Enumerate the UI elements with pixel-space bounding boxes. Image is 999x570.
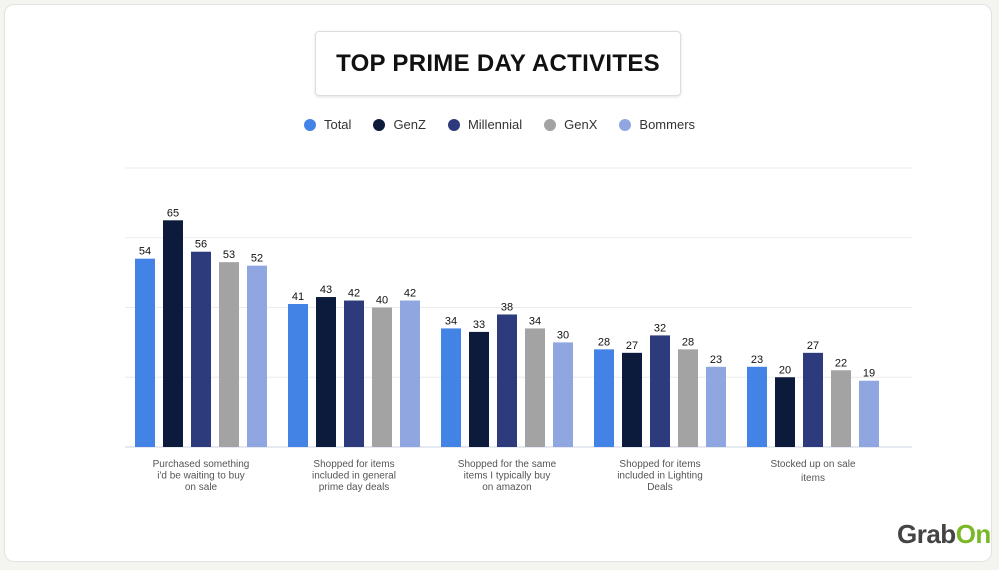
bar-total — [135, 258, 155, 447]
legend-swatch — [619, 118, 632, 131]
legend-swatch — [303, 118, 316, 131]
legend-label: Millennial — [467, 117, 523, 132]
legend-swatch — [373, 118, 386, 131]
bar-millennial — [191, 251, 211, 447]
legend-label: GenX — [564, 117, 598, 132]
bar-bommers — [553, 342, 573, 447]
data-label: 33 — [473, 319, 485, 331]
category-label: Shopped for the same — [458, 459, 557, 470]
legend-item-genz[interactable]: GenZ — [373, 117, 426, 132]
category-label: Shopped for items — [313, 459, 394, 470]
bar-total — [441, 328, 461, 447]
legend-swatch — [544, 118, 557, 131]
category-label: on sale — [185, 482, 218, 493]
bar-genz — [622, 352, 642, 447]
data-label: 23 — [751, 354, 763, 366]
legend-swatch — [447, 118, 460, 131]
bar-total — [288, 304, 308, 447]
bar-total — [747, 366, 767, 447]
category-label: Deals — [647, 482, 673, 493]
data-label: 19 — [863, 368, 875, 380]
category-label: prime day deals — [319, 482, 390, 493]
data-label: 34 — [445, 315, 457, 327]
bar-genz — [469, 331, 489, 447]
legend-label: Total — [323, 117, 352, 132]
data-label: 32 — [654, 322, 666, 334]
data-label: 41 — [292, 291, 304, 303]
chart-title: TOP PRIME DAY ACTIVITES — [315, 31, 681, 96]
bar-total — [594, 349, 614, 447]
category-label: items — [801, 473, 825, 484]
category-label: items I typically buy — [464, 471, 551, 482]
data-label: 27 — [807, 340, 819, 352]
logo-grab: Grab — [897, 519, 956, 549]
data-label: 42 — [348, 288, 360, 300]
category-label: Shopped for items — [619, 459, 700, 470]
bar-bommers — [400, 300, 420, 447]
data-label: 23 — [710, 354, 722, 366]
bar-genx — [525, 328, 545, 447]
bar-bommers — [247, 265, 267, 447]
legend-label: Bommers — [639, 117, 696, 132]
legend-item-millennial[interactable]: Millennial — [447, 117, 523, 132]
data-label: 42 — [404, 288, 416, 300]
category-label: Stocked up on sale — [770, 459, 855, 470]
data-label: 52 — [251, 253, 263, 265]
bar-genz — [775, 377, 795, 447]
bar-millennial — [650, 335, 670, 447]
bar-genz — [316, 297, 336, 447]
bar-genz — [163, 220, 183, 447]
bar-genx — [831, 370, 851, 447]
data-label: 54 — [139, 246, 151, 258]
data-label: 43 — [320, 284, 332, 296]
bar-bommers — [859, 380, 879, 447]
legend-label: GenZ — [393, 117, 426, 132]
data-label: 28 — [598, 336, 610, 348]
category-label: Purchased something — [153, 459, 250, 470]
bar-millennial — [803, 352, 823, 447]
data-label: 22 — [835, 357, 847, 369]
bar-genx — [678, 349, 698, 447]
bar-genx — [219, 262, 239, 447]
data-label: 38 — [501, 301, 513, 313]
data-label: 28 — [682, 336, 694, 348]
bar-millennial — [344, 300, 364, 447]
data-label: 65 — [167, 207, 179, 219]
data-label: 30 — [557, 329, 569, 341]
category-label: included in Lighting — [617, 471, 703, 482]
data-label: 40 — [376, 295, 388, 307]
data-label: 20 — [779, 364, 791, 376]
data-label: 56 — [195, 239, 207, 251]
legend-item-genx[interactable]: GenX — [544, 117, 597, 132]
legend-item-bommers[interactable]: Bommers — [619, 117, 695, 132]
bar-bommers — [706, 366, 726, 447]
legend-item-total[interactable]: Total — [303, 117, 352, 132]
data-label: 34 — [529, 315, 541, 327]
data-label: 53 — [223, 249, 235, 261]
legend: Total GenZ Millennial GenX Bommers — [0, 117, 999, 132]
category-label: i'd be waiting to buy — [157, 471, 245, 482]
grabon-logo: GrabOn — [897, 519, 991, 550]
category-label: included in general — [312, 471, 396, 482]
logo-on: On — [955, 519, 992, 549]
category-label: on amazon — [482, 482, 531, 493]
bar-genx — [372, 307, 392, 447]
bar-millennial — [497, 314, 517, 447]
data-label: 27 — [626, 340, 638, 352]
